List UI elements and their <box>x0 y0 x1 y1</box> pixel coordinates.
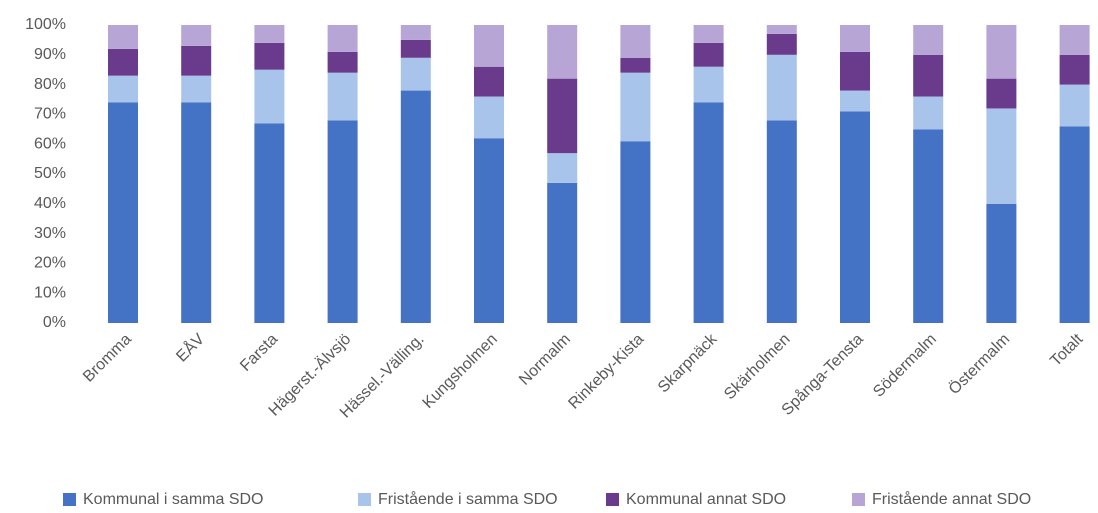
bar-segment <box>913 25 944 55</box>
legend-swatch <box>358 493 371 506</box>
x-tick-label: Södermalm <box>870 331 940 401</box>
bar-segment <box>693 102 724 323</box>
x-tick-label: EÅV <box>172 329 208 365</box>
bar-segment <box>766 25 797 34</box>
x-tick-label: Skärholmen <box>721 331 793 403</box>
bar-segment <box>693 66 724 103</box>
x-tick-label: Skarpnäck <box>655 330 721 396</box>
bar-segment <box>547 25 578 79</box>
bar-segment <box>474 25 504 67</box>
bar-segment <box>400 25 431 40</box>
y-tick-label: 50% <box>34 165 66 182</box>
y-tick-label: 20% <box>34 255 66 272</box>
y-tick-label: 10% <box>34 284 66 301</box>
bar-segment <box>986 25 1017 79</box>
bar-segment <box>1059 25 1090 55</box>
bar-segment <box>766 120 797 323</box>
y-tick-label: 60% <box>34 135 66 152</box>
x-tick-label: Totalt <box>1047 330 1086 369</box>
bar-segment <box>474 96 504 139</box>
x-tick-label: Bromma <box>80 331 135 386</box>
bar-segment <box>693 42 724 67</box>
bar-segment <box>840 25 870 52</box>
bar-segment <box>1059 84 1090 127</box>
legend-label: Kommunal annat SDO <box>626 491 786 508</box>
legend-label: Fristående i samma SDO <box>378 490 558 508</box>
bar-segment <box>327 51 358 73</box>
bar-segment <box>1059 126 1090 323</box>
bar-segment <box>986 203 1017 323</box>
bar-segment <box>766 54 797 121</box>
bar-segment <box>108 25 138 49</box>
bar-segment <box>254 69 285 124</box>
bar-segment <box>108 48 138 76</box>
y-tick-label: 30% <box>34 225 66 242</box>
bar-segment <box>327 25 358 52</box>
legend-swatch <box>606 493 619 506</box>
bar-segment <box>108 75 138 103</box>
bar-segment <box>181 25 212 46</box>
bar-segment <box>986 108 1017 204</box>
bar-segment <box>400 39 431 58</box>
bar-segment <box>254 123 285 323</box>
bar-segment <box>986 78 1017 109</box>
bar-segment <box>400 57 431 91</box>
bar-segment <box>840 51 870 91</box>
bar-segment <box>620 57 651 73</box>
bar-segment <box>547 153 578 183</box>
x-tick-label: Farsta <box>237 331 281 375</box>
bar-segment <box>474 138 504 323</box>
y-tick-label: 0% <box>43 314 66 331</box>
bar-segment <box>620 25 651 58</box>
bar-segment <box>108 102 138 323</box>
x-tick-label: Kungsholmen <box>420 331 501 412</box>
legend-swatch <box>63 493 76 506</box>
x-tick-label: Östermalm <box>945 330 1013 398</box>
bar-segment <box>254 25 285 43</box>
bar-segment <box>547 78 578 154</box>
bar-segment <box>327 120 358 323</box>
bar-segment <box>913 54 944 97</box>
bar-segment <box>840 90 870 112</box>
bar-segment <box>1059 54 1090 85</box>
bar-segment <box>181 102 212 323</box>
legend-swatch <box>852 493 865 506</box>
legend-label: Fristående annat SDO <box>872 490 1031 508</box>
y-tick-label: 70% <box>34 106 66 123</box>
bar-segment <box>766 33 797 55</box>
bar-segment <box>620 141 651 323</box>
bar-segment <box>840 111 870 323</box>
bar-segment <box>254 42 285 70</box>
bar-segment <box>913 96 944 130</box>
bar-segment <box>547 182 578 323</box>
bar-segment <box>181 45 212 76</box>
y-tick-label: 40% <box>34 195 66 212</box>
legend-label: Kommunal i samma SDO <box>83 491 264 508</box>
x-tick-label: Normalm <box>516 331 574 389</box>
bar-segment <box>474 66 504 97</box>
bar-segment <box>181 75 212 103</box>
bar-segment <box>400 90 431 323</box>
bar-segment <box>620 72 651 142</box>
y-tick-label: 90% <box>34 46 66 63</box>
y-tick-label: 100% <box>25 16 66 33</box>
x-tick-label: Rinkeby-Kista <box>565 331 647 413</box>
bar-segment <box>327 72 358 121</box>
bar-segment <box>913 129 944 323</box>
bar-segment <box>693 25 724 43</box>
y-tick-label: 80% <box>34 76 66 93</box>
